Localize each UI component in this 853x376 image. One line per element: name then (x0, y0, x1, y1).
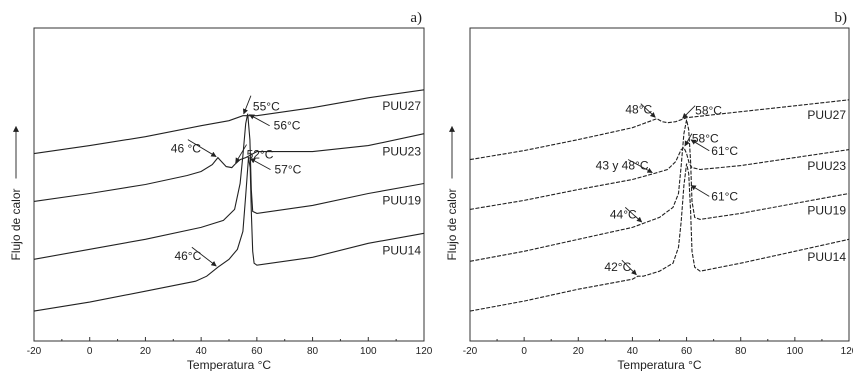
annotation-arrow (621, 259, 637, 276)
annotation-arrow (624, 207, 643, 223)
annotation-arrow (242, 95, 252, 115)
annotation-arrow (682, 105, 696, 119)
x-tick-label: 120 (841, 346, 853, 357)
annotation-arrow (249, 158, 271, 170)
panel-label: b) (835, 10, 848, 26)
annotation-label: 52°C (247, 148, 274, 162)
x-tick-label: 80 (307, 346, 319, 357)
annotation-label: 56°C (274, 119, 301, 133)
series-line-puu19 (469, 119, 850, 262)
annotation-arrow (640, 103, 656, 118)
y-axis-label: Flujo de calor (9, 188, 23, 260)
series-line-puu27 (33, 89, 425, 155)
annotation-label: 55°C (253, 100, 280, 114)
x-tick-label: 80 (735, 346, 747, 357)
series-line-puu14 (469, 163, 850, 312)
x-tick-label: -20 (463, 346, 478, 357)
annotation-label: 57°C (275, 163, 302, 177)
series-line-puu14 (33, 157, 425, 312)
x-axis-label: Temperatura °C (617, 358, 701, 371)
x-tick-label: 60 (251, 346, 263, 357)
x-tick-label: 40 (627, 346, 639, 357)
annotation-arrow (248, 114, 270, 127)
series-line-puu19 (33, 113, 425, 260)
annotation-label: 61°C (711, 189, 738, 203)
y-axis-label: Flujo de calor (445, 188, 459, 260)
x-tick-label: 100 (787, 346, 804, 357)
annotation-label: 58°C (695, 104, 722, 118)
series-label: PUU14 (382, 243, 421, 257)
annotation-label: 46°C (174, 249, 201, 263)
panel-a: a) -20 0 20 40 60 80 100 120 Temperatura °C Flujo … (9, 10, 433, 372)
series-label: PUU19 (807, 203, 846, 217)
annotation-arrow (627, 159, 653, 173)
panel-label: a) (410, 10, 422, 26)
series-label: PUU23 (807, 159, 846, 173)
annotation-arrow (235, 144, 247, 164)
x-axis-label: Temperatura °C (187, 358, 271, 371)
x-tick-label: 0 (521, 346, 527, 357)
annotation-label: 42°C (604, 260, 631, 274)
x-tick-label: 100 (360, 346, 377, 357)
series-line-puu27 (469, 99, 850, 161)
series-label: PUU19 (382, 193, 421, 207)
x-tick-label: 0 (87, 346, 93, 357)
series-label: PUU23 (382, 144, 421, 158)
x-tick-label: 60 (681, 346, 693, 357)
annotation-arrow (187, 139, 217, 157)
annotation-label: 44°C (610, 207, 637, 221)
series-line-puu23 (469, 146, 850, 210)
x-tick-label: 20 (573, 346, 585, 357)
x-tick-label: 120 (416, 346, 433, 357)
annotation-arrow (191, 246, 217, 267)
annotation-arrow (690, 139, 710, 152)
annotation-label: 58°C (692, 132, 719, 146)
x-tick-label: 20 (140, 346, 152, 357)
annotation-label: 46 °C (171, 142, 201, 156)
plot-frame (469, 27, 850, 342)
annotation-arrow (684, 133, 693, 147)
series-label: PUU14 (807, 250, 846, 264)
series-line-puu23 (33, 133, 425, 202)
annotation-label: 48°C (625, 103, 652, 117)
x-tick-label: 40 (196, 346, 208, 357)
plot-frame (33, 27, 425, 342)
series-label: PUU27 (382, 99, 421, 113)
panel-b: b) -20 0 20 40 60 80 100 120 Temperatura °C Flujo … (445, 10, 853, 372)
annotation-label: 61°C (711, 144, 738, 158)
annotation-label: 43 y 48°C (596, 159, 649, 173)
x-tick-label: -20 (27, 346, 42, 357)
series-label: PUU27 (807, 108, 846, 122)
annotation-arrow (690, 185, 710, 197)
